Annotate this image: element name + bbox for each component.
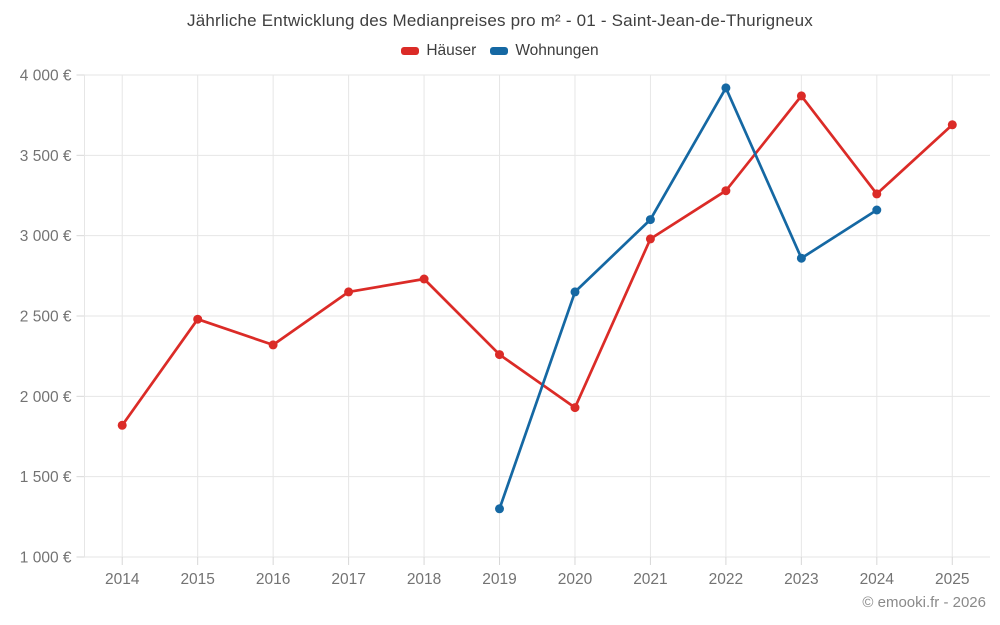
data-point[interactable] bbox=[721, 83, 731, 93]
x-axis-label: 2016 bbox=[256, 571, 290, 588]
y-axis-label: 2 000 € bbox=[20, 389, 72, 406]
data-point[interactable] bbox=[570, 403, 580, 413]
data-point[interactable] bbox=[495, 504, 504, 514]
x-axis-label: 2021 bbox=[633, 571, 667, 588]
haeuser-series-swatch-icon bbox=[401, 47, 420, 55]
x-axis-label: 2015 bbox=[180, 571, 214, 588]
data-point[interactable] bbox=[645, 215, 655, 225]
data-point[interactable] bbox=[872, 189, 882, 199]
y-axis-label: 3 500 € bbox=[20, 148, 72, 165]
x-axis-label: 2014 bbox=[105, 571, 140, 588]
data-point[interactable] bbox=[570, 287, 580, 297]
x-axis-label: 2020 bbox=[558, 571, 593, 588]
data-point[interactable] bbox=[796, 253, 806, 263]
data-point[interactable] bbox=[117, 420, 127, 430]
data-point[interactable] bbox=[268, 340, 278, 350]
legend-item-label: Häuser bbox=[426, 42, 477, 59]
y-axis-label: 3 000 € bbox=[20, 228, 72, 245]
data-point[interactable] bbox=[495, 350, 504, 360]
copyright: © emooki.fr - 2026 bbox=[862, 594, 986, 611]
wohnungen-series-swatch-icon bbox=[490, 47, 509, 55]
x-axis-label: 2019 bbox=[482, 571, 516, 588]
x-axis-label: 2024 bbox=[860, 571, 895, 588]
chart-title: Jährliche Entwicklung des Medianpreises … bbox=[187, 11, 813, 30]
legend-item-wohnungen[interactable]: Wohnungen bbox=[490, 42, 599, 60]
data-point[interactable] bbox=[721, 186, 731, 196]
y-axis-label: 4 000 € bbox=[20, 68, 72, 85]
series-line-0 bbox=[120, 94, 954, 427]
x-axis-label: 2023 bbox=[784, 571, 818, 588]
data-point[interactable] bbox=[419, 274, 429, 284]
data-point[interactable] bbox=[344, 287, 354, 297]
legend-item-haeuser[interactable]: Häuser bbox=[401, 42, 476, 60]
x-axis-label: 2017 bbox=[331, 571, 365, 588]
chart-legend: Häuser Wohnungen bbox=[0, 41, 1000, 61]
data-point[interactable] bbox=[645, 234, 655, 244]
legend-item-label: Wohnungen bbox=[515, 42, 599, 59]
y-axis-label: 1 500 € bbox=[20, 469, 72, 486]
data-point[interactable] bbox=[947, 120, 957, 130]
data-point[interactable] bbox=[796, 91, 806, 101]
y-axis-label: 1 000 € bbox=[20, 550, 72, 567]
x-axis-label: 2018 bbox=[407, 571, 441, 588]
data-point[interactable] bbox=[872, 205, 882, 215]
data-point[interactable] bbox=[193, 314, 203, 324]
x-axis-label: 2025 bbox=[935, 571, 969, 588]
series-line-1 bbox=[498, 86, 879, 511]
x-axis-label: 2022 bbox=[709, 571, 743, 588]
y-axis-label: 2 500 € bbox=[20, 309, 72, 326]
